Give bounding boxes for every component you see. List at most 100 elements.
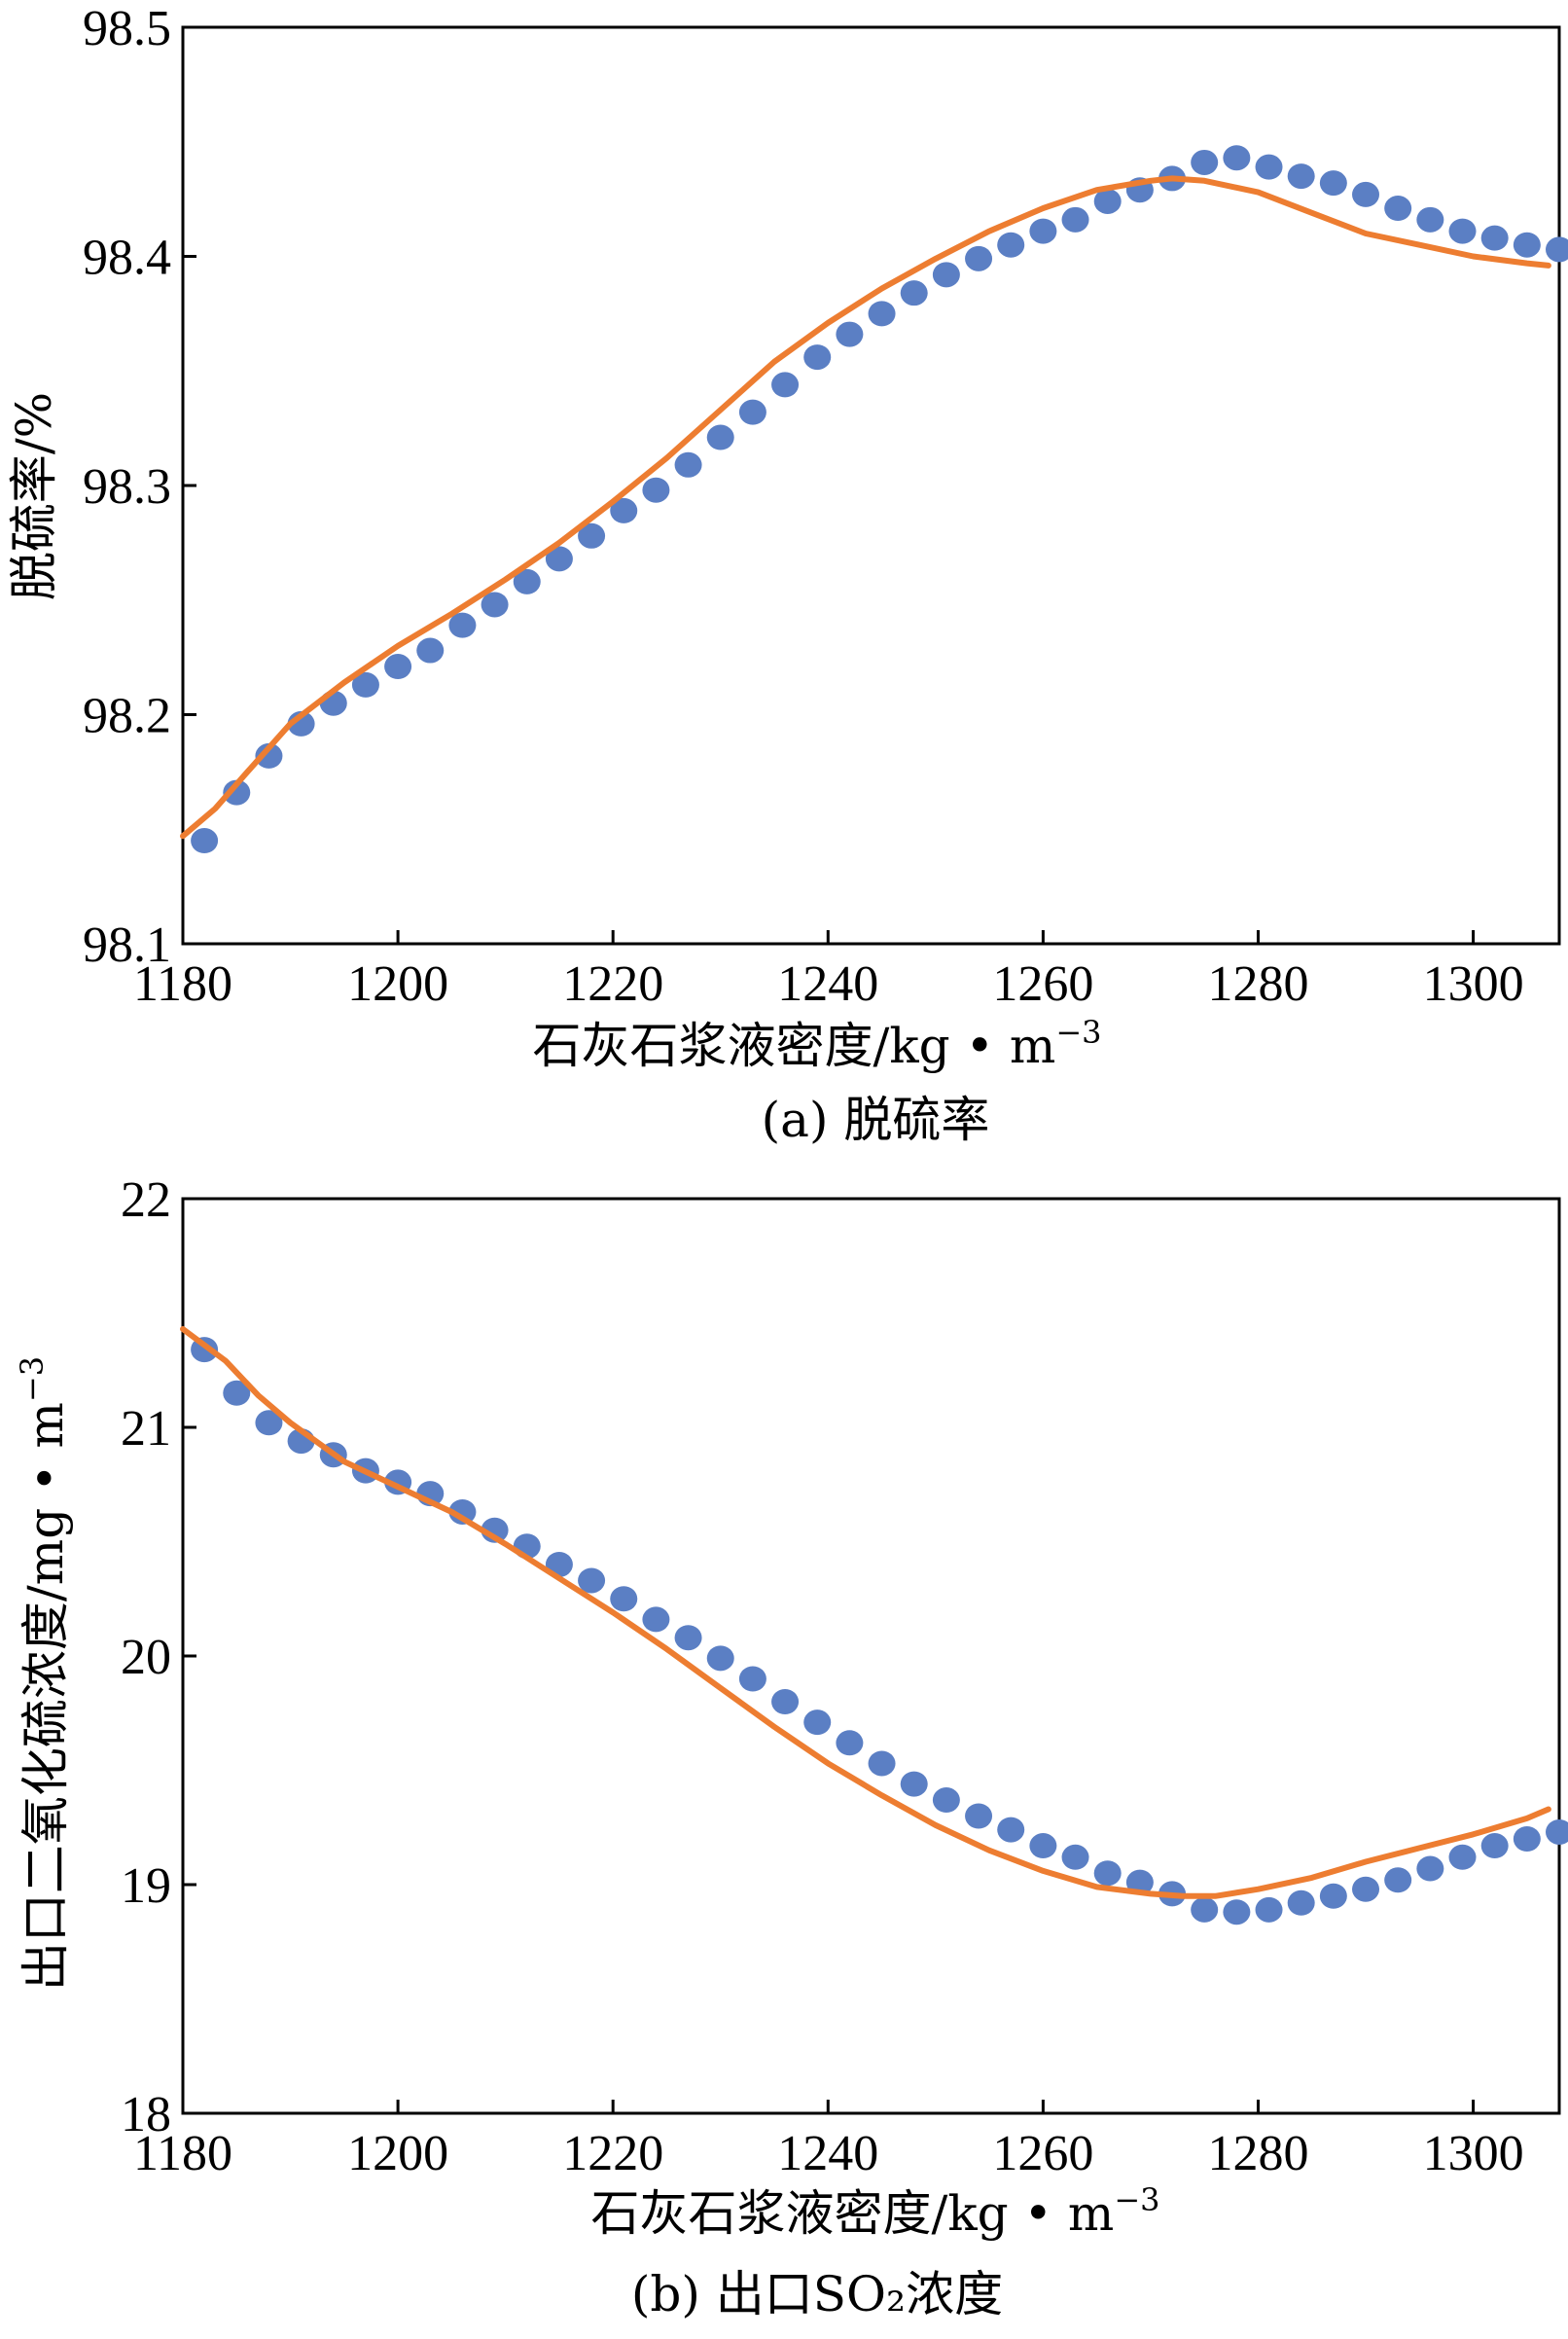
- chart-b-y-tick-label: 21: [121, 1401, 171, 1457]
- chart-b-data-point: [868, 1750, 896, 1777]
- chart-a-caption: (a) 脱硫率: [762, 1092, 990, 1148]
- chart-b-x-tick-label: 1280: [1207, 2126, 1308, 2181]
- chart-b-data-point: [771, 1689, 800, 1714]
- chart-a-data-point: [223, 779, 251, 806]
- chart-a-x-tick-label: 1200: [347, 956, 448, 1012]
- chart-a-x-tick-label: 1240: [777, 956, 878, 1012]
- chart-a-x-tick-label: 1180: [133, 956, 232, 1012]
- chart-a-data-point: [1384, 196, 1412, 222]
- chart-a-data-point: [1191, 149, 1219, 175]
- chart-a-frame: [181, 25, 1561, 946]
- chart-a-data-point: [384, 654, 412, 680]
- chart-b-x-tick-label: 1260: [992, 2126, 1093, 2181]
- chart-a-data-point: [965, 245, 993, 271]
- chart-a-data-point: [351, 671, 379, 698]
- chart-b-y-tick-label: 19: [121, 1858, 171, 1914]
- chart-b-y-axis-label: 出口二氧化硫浓度/mg • m−3: [14, 1356, 74, 1991]
- chart-a-fit-line: [180, 175, 1551, 840]
- chart-b-data-point: [1416, 1855, 1444, 1882]
- chart-a-x-tick-label: 1220: [562, 956, 663, 1012]
- chart-b-x-tick-label: 1180: [133, 2126, 232, 2181]
- chart-a-data-point: [868, 301, 896, 327]
- chart-b-data-point: [1480, 1833, 1509, 1859]
- chart-b-data-point: [1061, 1844, 1089, 1870]
- chart-b-data-point: [223, 1380, 251, 1406]
- chart-b-x-tick-label: 1240: [777, 2126, 878, 2181]
- chart-a-x-axis-label: 石灰石浆液密度/kg • m−3: [532, 1014, 1101, 1074]
- chart-a-data-point: [416, 637, 445, 664]
- chart-b-data-point: [1352, 1876, 1380, 1902]
- chart-a-tick-labels: 1180 1200 1220 1240 1260 1280 1300 98.1 98.2 98.3…: [83, 1, 1524, 1012]
- chart-b-data-point: [1223, 1899, 1251, 1925]
- chart-b-data-point: [1513, 1826, 1541, 1852]
- chart-b-data-point: [578, 1567, 606, 1594]
- chart-b-data-point: [997, 1817, 1025, 1843]
- chart-a-data-point: [1546, 236, 1568, 263]
- chart-a-data-point: [1416, 206, 1444, 233]
- chart-b-data-point: [900, 1771, 928, 1797]
- chart-b-data-point: [255, 1410, 283, 1436]
- chart-a-data-point: [997, 232, 1025, 258]
- chart-a-y-tick-label: 98.5: [83, 1, 171, 56]
- chart-a-data-point: [738, 399, 766, 425]
- chart-a-data-point: [481, 592, 509, 618]
- chart-a-data-point: [1287, 163, 1315, 190]
- chart-b-data-point: [1384, 1867, 1412, 1893]
- chart-b-y-tick-label: 18: [121, 2087, 171, 2142]
- chart-a-y-tick-label: 98.4: [83, 231, 171, 286]
- chart-b-data-point: [965, 1803, 993, 1829]
- chart-a-data-point: [255, 742, 283, 769]
- chart-a-data-point: [1061, 206, 1089, 233]
- chart-b-data-point: [610, 1586, 638, 1612]
- chart-a-data-point: [1448, 218, 1477, 244]
- chart-a-data-point: [1093, 188, 1122, 214]
- chart-b-data-point: [448, 1498, 477, 1525]
- chart-a-data-point: [642, 477, 670, 503]
- chart-a-data-point: [1480, 225, 1509, 251]
- chart-b: 1180 1200 1220 1240 1260 1280 1300 18 19 20 21 22 出…: [14, 1172, 1568, 2322]
- chart-a-y-tick-label: 98.1: [83, 918, 171, 973]
- chart-b-ticks: [181, 1197, 1476, 2115]
- chart-a-data-point: [545, 546, 573, 572]
- chart-a: 1180 1200 1220 1240 1260 1280 1300 98.1 98.2 98.3…: [6, 1, 1568, 1148]
- chart-a-data-point: [674, 451, 702, 478]
- chart-b-data-point: [642, 1606, 670, 1633]
- chart-b-x-tick-label: 1300: [1423, 2126, 1524, 2181]
- chart-b-data-point: [1546, 1818, 1568, 1845]
- chart-a-data-point: [706, 424, 734, 450]
- chart-b-y-tick-label: 22: [121, 1172, 171, 1228]
- chart-b-x-tick-label: 1200: [347, 2126, 448, 2181]
- chart-b-y-tick-label: 20: [121, 1630, 171, 1685]
- chart-b-frame: [181, 1197, 1561, 2115]
- chart-b-fit-line: [180, 1326, 1551, 1899]
- chart-a-data-point: [578, 522, 606, 549]
- chart-b-data-point: [803, 1709, 832, 1736]
- chart-a-x-tick-label: 1280: [1207, 956, 1308, 1012]
- chart-b-data-point: [1448, 1844, 1477, 1870]
- chart-a-data-point: [610, 497, 638, 523]
- chart-b-data-point: [932, 1787, 960, 1814]
- chart-b-data-point: [706, 1645, 734, 1672]
- chart-b-data-point: [1255, 1896, 1283, 1923]
- chart-a-data-point: [1352, 181, 1380, 207]
- chart-b-x-axis-label: 石灰石浆液密度/kg • m−3: [590, 2181, 1159, 2242]
- chart-a-points-series: [191, 145, 1568, 854]
- chart-a-y-tick-label: 98.3: [83, 459, 171, 515]
- chart-b-tick-labels: 1180 1200 1220 1240 1260 1280 1300 18 19 20 21 22: [121, 1172, 1524, 2181]
- chart-b-data-point: [738, 1666, 766, 1692]
- chart-a-data-point: [1319, 170, 1347, 197]
- chart-b-points-series: [191, 1337, 1568, 1925]
- chart-a-data-point: [900, 280, 928, 306]
- chart-b-data-point: [1093, 1860, 1122, 1887]
- chart-b-data-point: [1191, 1896, 1219, 1923]
- chart-a-y-axis-label: 脱硫率/%: [6, 392, 62, 600]
- chart-a-data-point: [1029, 218, 1057, 244]
- chart-b-data-point: [1029, 1833, 1057, 1859]
- chart-a-data-point: [1223, 145, 1251, 171]
- chart-b-data-point: [674, 1625, 702, 1651]
- chart-a-data-point: [191, 828, 219, 854]
- chart-a-data-point: [1513, 232, 1541, 258]
- chart-a-x-tick-label: 1260: [992, 956, 1093, 1012]
- chart-b-line-series: [180, 1326, 1551, 1899]
